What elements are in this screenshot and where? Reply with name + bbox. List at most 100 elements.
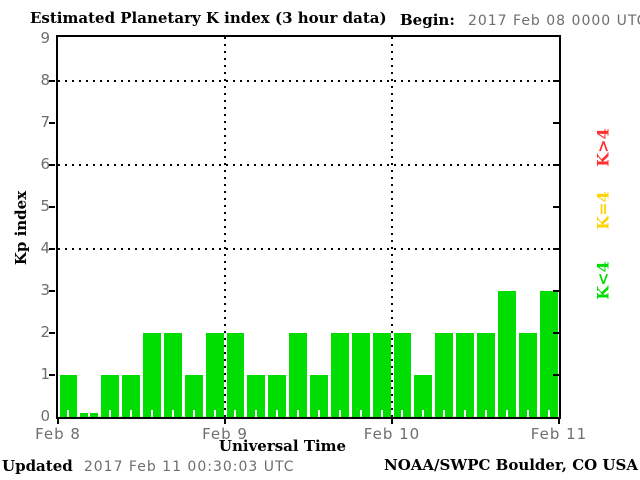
kp-bar-17 <box>414 375 433 417</box>
x-minor-tick <box>443 410 446 417</box>
x-minor-tick <box>505 410 508 417</box>
x-tick-label-feb-9: Feb 9 <box>202 425 248 443</box>
x-minor-tick <box>484 410 487 417</box>
y-tick-right-4 <box>553 248 559 250</box>
bar-slot-16 <box>392 37 413 417</box>
y-tick-label-2: 2 <box>40 323 50 341</box>
legend-item-K4: K<4 <box>593 261 613 300</box>
updated-value: 2017 Feb 11 00:30:03 UTC <box>83 459 295 475</box>
y-tick-left-5 <box>49 206 55 208</box>
bar-slot-20 <box>476 37 497 417</box>
x-tick-feb-11 <box>558 419 560 424</box>
x-minor-tick <box>422 410 425 417</box>
bar-slot-5 <box>162 37 183 417</box>
bar-slot-19 <box>455 37 476 417</box>
x-minor-tick <box>276 410 279 417</box>
x-minor-tick <box>255 410 258 417</box>
plot-frame <box>56 35 561 419</box>
kp-bar-6 <box>184 375 203 417</box>
kp-bar-18 <box>435 333 454 417</box>
bar-slot-21 <box>496 37 517 417</box>
y-tick-left-2 <box>49 332 55 334</box>
y-tick-label-5: 5 <box>40 197 50 215</box>
x-minor-tick <box>67 410 70 417</box>
y-tick-left-3 <box>49 290 55 292</box>
x-minor-tick <box>338 410 341 417</box>
updated-label: Updated <box>2 457 73 475</box>
kp-bar-3 <box>122 375 140 417</box>
kp-bar-20 <box>477 333 495 417</box>
x-tick-label-feb-10: Feb 10 <box>363 425 421 443</box>
x-minor-tick <box>109 410 112 417</box>
x-minor-tick <box>464 410 467 417</box>
v-gridline-feb-10 <box>391 37 393 417</box>
y-tick-label-7: 7 <box>40 113 50 131</box>
bar-slot-4 <box>142 37 163 417</box>
kp-bar-23 <box>539 291 558 417</box>
begin-label: Begin: <box>400 11 455 29</box>
x-tick-feb-8 <box>57 419 59 424</box>
legend-item-K4: K>4 <box>593 128 613 167</box>
kp-bar-21 <box>497 291 516 417</box>
kp-bar-4 <box>143 333 161 417</box>
bar-slot-9 <box>246 37 267 417</box>
y-tick-right-5 <box>553 206 559 208</box>
x-minor-tick <box>401 410 404 417</box>
legend-item-K4: K=4 <box>593 191 613 230</box>
y-tick-left-1 <box>49 374 55 376</box>
y-tick-right-7 <box>553 122 559 124</box>
bar-slot-12 <box>309 37 330 417</box>
bar-slot-14 <box>350 37 371 417</box>
begin-value: 2017 Feb 08 0000 UTC <box>467 13 640 29</box>
x-minor-tick <box>130 410 133 417</box>
x-minor-tick <box>234 410 237 417</box>
y-tick-left-7 <box>49 122 55 124</box>
kp-bar-16 <box>393 333 412 417</box>
kp-bar-14 <box>351 333 370 417</box>
x-minor-tick <box>192 410 195 417</box>
y-tick-label-8: 8 <box>40 71 50 89</box>
y-tick-right-1 <box>553 374 559 376</box>
bars-row <box>58 37 559 417</box>
kp-bar-2 <box>101 375 120 417</box>
h-gridline-8 <box>58 80 559 82</box>
kp-bar-22 <box>518 333 537 417</box>
x-minor-tick <box>150 410 153 417</box>
bar-slot-22 <box>517 37 538 417</box>
bar-slot-15 <box>371 37 392 417</box>
bar-slot-6 <box>183 37 204 417</box>
x-minor-tick <box>526 410 529 417</box>
source-attribution: NOAA/SWPC Boulder, CO USA <box>383 456 638 474</box>
y-tick-label-6: 6 <box>40 155 50 173</box>
kp-bar-0 <box>59 375 78 417</box>
bar-slot-3 <box>121 37 142 417</box>
bar-slot-10 <box>267 37 288 417</box>
begin-timestamp: Begin: 2017 Feb 08 0000 UTC <box>400 10 640 29</box>
kp-bar-19 <box>456 333 474 417</box>
y-tick-left-6 <box>49 164 55 166</box>
y-tick-left-4 <box>49 248 55 250</box>
x-minor-tick <box>359 410 362 417</box>
kp-bar-9 <box>247 375 266 417</box>
x-minor-tick <box>171 410 174 417</box>
bar-slot-17 <box>413 37 434 417</box>
y-tick-right-6 <box>553 164 559 166</box>
y-tick-label-4: 4 <box>40 239 50 257</box>
kp-bar-7 <box>205 333 224 417</box>
plot-area <box>58 37 559 417</box>
x-tick-label-feb-8: Feb 8 <box>35 425 81 443</box>
kp-bar-10 <box>268 375 287 417</box>
bar-slot-0 <box>58 37 79 417</box>
y-tick-right-8 <box>553 80 559 82</box>
y-axis-title: Kp index <box>12 190 30 266</box>
kp-bar-11 <box>289 333 307 417</box>
x-minor-tick <box>297 410 300 417</box>
bar-slot-11 <box>288 37 309 417</box>
kp-bar-15 <box>372 333 391 417</box>
x-axis-title: Universal Time <box>218 437 347 455</box>
y-tick-left-8 <box>49 80 55 82</box>
x-minor-tick <box>213 410 216 417</box>
kp-bar-5 <box>163 333 182 417</box>
updated-timestamp: Updated 2017 Feb 11 00:30:03 UTC <box>2 456 295 475</box>
